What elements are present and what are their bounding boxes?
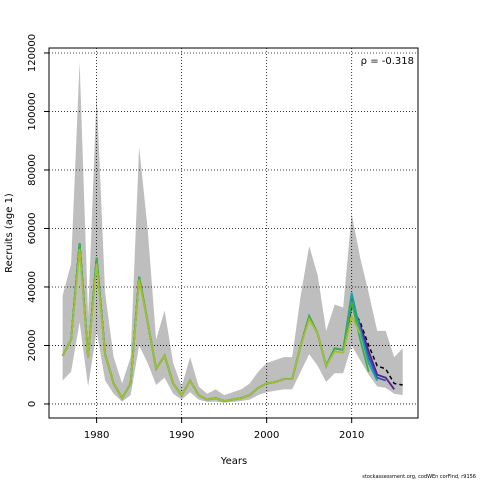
annotation: ρ = -0.318 [361, 56, 414, 67]
y-tick-label: 40000 [27, 271, 38, 303]
plot-frame [48, 47, 419, 419]
x-tick-label: 2000 [254, 430, 279, 441]
y-tick-label: 100000 [27, 92, 38, 130]
x-tick-label: 2010 [339, 430, 364, 441]
x-tick-label: 1990 [169, 430, 194, 441]
y-tick-label: 60000 [27, 213, 38, 245]
x-axis-label: Years [220, 456, 247, 467]
footer: stockassessment.org, codWEn corFind, r91… [362, 474, 476, 480]
y-tick-label: 20000 [27, 330, 38, 362]
y-tick-label: 0 [27, 401, 38, 407]
series-line [61, 248, 361, 402]
y-axis-label: Recruits (age 1) [4, 193, 15, 273]
x-tick-label: 1980 [84, 430, 109, 441]
y-tick-label: 120000 [27, 34, 38, 72]
y-tick-label: 80000 [27, 154, 38, 186]
